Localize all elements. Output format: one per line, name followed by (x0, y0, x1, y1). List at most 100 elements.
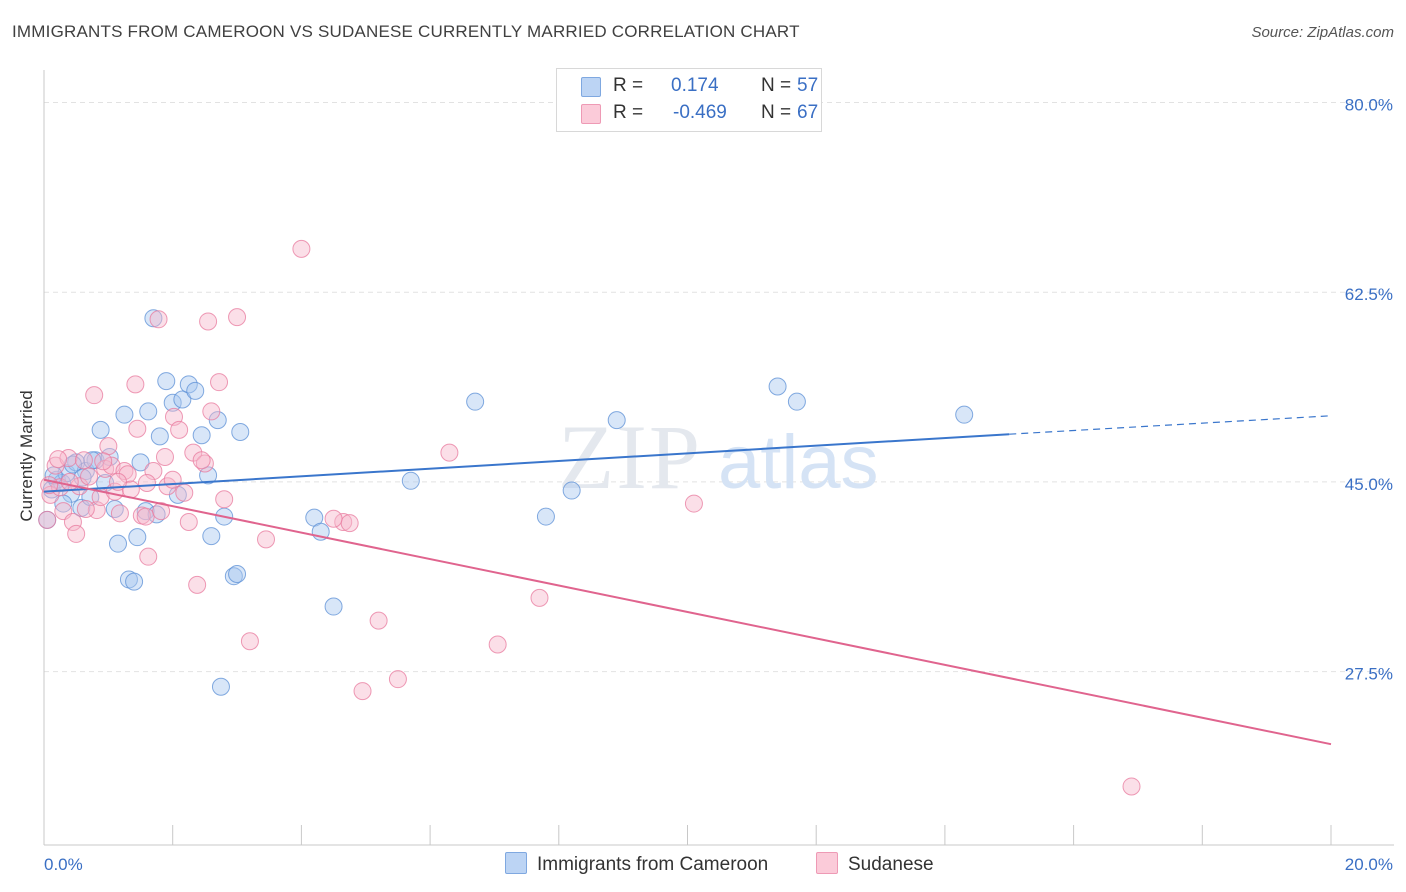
data-point (210, 373, 229, 392)
y-tick-label: 45.0% (1345, 475, 1393, 494)
legend-r-value: -0.469 (673, 102, 727, 123)
data-point (440, 443, 459, 462)
data-point (163, 470, 182, 489)
data-point (85, 386, 104, 405)
watermark-atlas: atlas (718, 420, 879, 505)
legend-swatch-cameroon (505, 852, 527, 874)
data-point (228, 308, 247, 327)
data-point (768, 377, 787, 396)
data-point (324, 509, 343, 528)
data-point (144, 309, 163, 328)
data-point (955, 405, 974, 424)
data-point (240, 632, 259, 651)
data-point (324, 597, 343, 616)
data-point (170, 420, 189, 439)
data-point (562, 481, 581, 500)
data-point (199, 312, 218, 331)
legend-r-label: R = (613, 75, 644, 96)
data-point (192, 426, 211, 445)
x-tick-label: 0.0% (44, 855, 83, 874)
x-tick-labels: 0.0% 20.0% (44, 855, 1393, 874)
data-point (340, 514, 359, 533)
data-point (186, 381, 205, 400)
legend-item-sudanese[interactable]: Sudanese (816, 852, 934, 876)
data-point (38, 510, 57, 529)
data-point (401, 471, 420, 490)
data-point (188, 575, 207, 594)
data-point (118, 465, 137, 484)
y-tick-label: 27.5% (1345, 665, 1393, 684)
trend-lines (43, 415, 1332, 746)
data-point (224, 567, 243, 586)
data-point (144, 462, 163, 481)
data-point (163, 393, 182, 412)
data-point (257, 530, 276, 549)
trend-line (43, 433, 1010, 493)
data-point (353, 682, 372, 701)
data-point (231, 423, 250, 442)
series-sudanese-points (38, 239, 1141, 796)
chart-source: Source: ZipAtlas.com (1251, 24, 1394, 41)
legend-r-label: R = (613, 102, 644, 123)
data-point (150, 427, 169, 446)
data-point (215, 490, 234, 509)
y-tick-labels: 27.5% 45.0% 62.5% 80.0% (1345, 96, 1393, 684)
data-point (115, 462, 134, 481)
data-point (175, 483, 194, 502)
data-point (152, 502, 171, 521)
data-point (369, 611, 388, 630)
data-point (488, 635, 507, 654)
y-tick-label: 80.0% (1345, 96, 1393, 115)
data-point (109, 534, 128, 553)
data-point (131, 453, 150, 472)
data-point (137, 473, 156, 492)
legend-r-value: 0.174 (671, 75, 719, 96)
data-point (91, 420, 110, 439)
data-point (74, 451, 93, 470)
data-point (192, 451, 211, 470)
data-point (466, 392, 485, 411)
legend-swatch-cameroon (581, 77, 601, 97)
data-point (60, 472, 79, 491)
data-point (787, 392, 806, 411)
data-point (99, 437, 118, 456)
legend-swatch-sudanese (816, 852, 838, 874)
data-point (195, 454, 214, 473)
data-point (94, 452, 113, 471)
data-point (684, 494, 703, 513)
correlation-legend: R = 0.174 N = 57 R = -0.469 N = 67 (556, 68, 822, 132)
data-point (536, 507, 555, 526)
data-point (155, 447, 174, 466)
data-point (128, 528, 147, 547)
legend-n-label: N = (761, 75, 792, 96)
data-point (126, 375, 145, 394)
data-point (67, 524, 86, 543)
data-point (199, 466, 218, 485)
data-point (388, 670, 407, 689)
data-point (173, 390, 192, 409)
data-point (110, 504, 129, 523)
data-point (179, 512, 198, 531)
legend-n-value: 57 (797, 75, 819, 96)
data-point (202, 527, 221, 546)
y-tick-label: 62.5% (1345, 285, 1393, 304)
legend-item-cameroon[interactable]: Immigrants from Cameroon (505, 852, 768, 876)
data-point (80, 467, 99, 486)
y-axis-label: Currently Married (17, 390, 36, 522)
series-cameroon-points (38, 309, 974, 696)
data-point (292, 239, 311, 258)
data-point (136, 507, 155, 526)
data-point (157, 372, 176, 391)
series-legend: Immigrants from Cameroon Sudanese (0, 852, 1406, 878)
data-point (149, 310, 168, 329)
data-point (125, 572, 144, 591)
gridlines (44, 102, 1394, 673)
x-tick-label: 20.0% (1345, 855, 1393, 874)
watermark: ZIP atlas (558, 406, 879, 508)
data-point (211, 677, 230, 696)
data-point (139, 547, 158, 566)
trend-line-extension (1009, 415, 1332, 435)
axes (43, 70, 1394, 846)
legend-swatch-sudanese (581, 104, 601, 124)
